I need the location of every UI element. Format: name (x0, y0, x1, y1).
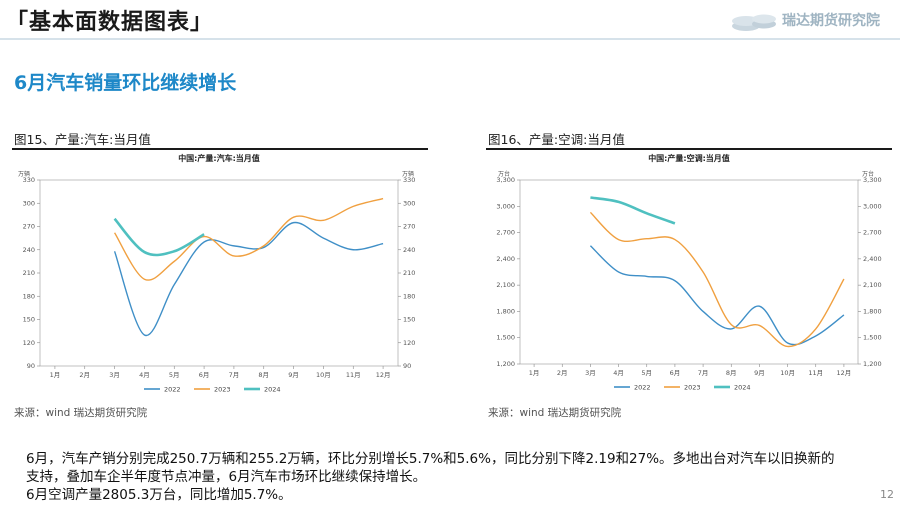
chart1-xtick-label: 3月 (109, 371, 120, 379)
company-logo-icon (732, 14, 776, 31)
summary-line-3: 6月空调产量2805.3万台，同比增加5.7%。 (26, 487, 292, 503)
chart1-ytick-label: 240 (23, 246, 35, 254)
chart1-y2tick-label: 270 (403, 223, 415, 231)
chart1-xtick-label: 7月 (229, 371, 240, 379)
page-header-title: 「基本面数据图表」 (6, 10, 214, 35)
chart2-plot-frame (519, 179, 859, 365)
chart2-y2tick-label: 1,800 (863, 307, 882, 315)
chart2-legend-label-2024: 2024 (734, 384, 751, 392)
chart2-y-unit: 万台 (498, 170, 510, 178)
figure-16-label: 图16、产量:空调:当月值 (488, 132, 625, 147)
chart2-legend-label-2023: 2023 (684, 384, 701, 392)
summary-line-1: 6月，汽车产销分别完成250.7万辆和255.2万辆，环比分别增长5.7%和5.… (26, 451, 835, 467)
chart1-ytick-label: 180 (23, 292, 35, 300)
chart1-xtick-label: 10月 (316, 371, 331, 379)
chart2-ytick-label: 1,200 (496, 360, 515, 368)
chart1-y2tick-label: 150 (403, 316, 415, 324)
chart2-xtick-label: 10月 (780, 369, 795, 377)
chart2-xtick-label: 1月 (529, 369, 540, 377)
summary-line-2: 支持，叠加车企半年度节点冲量，6月汽车市场环比继续保持增长。 (26, 469, 427, 485)
chart1-title: 中国:产量:汽车:当月值 (178, 153, 260, 163)
chart2-xtick-label: 2月 (557, 369, 568, 377)
chart1-legend-label-2023: 2023 (214, 386, 231, 394)
chart1-legend-label-2022: 2022 (164, 386, 181, 394)
chart2-ytick-label: 3,000 (496, 202, 515, 210)
chart2-xtick-label: 11月 (808, 369, 823, 377)
chart1-xtick-label: 6月 (199, 371, 210, 379)
chart2-y2tick-label: 3,300 (863, 176, 882, 184)
chart1-xtick-label: 8月 (258, 371, 269, 379)
chart1-series-2024-line (113, 217, 205, 257)
figure-15-source: 来源：wind 瑞达期货研究院 (14, 407, 148, 419)
figure-15-rule (12, 148, 428, 150)
chart1-xtick-label: 1月 (50, 371, 61, 379)
chart2-xtick-label: 7月 (698, 369, 709, 377)
chart2-ytick-label: 2,700 (496, 229, 515, 237)
chart1-ytick-label: 90 (27, 362, 35, 370)
chart1-series-2023-line (113, 197, 384, 281)
chart1-y-unit: 万辆 (18, 170, 30, 178)
chart1-y2-unit: 万辆 (402, 170, 414, 178)
chart2-xtick-label: 4月 (613, 369, 624, 377)
chart2-xtick-label: 8月 (726, 369, 737, 377)
chart2-y2tick-label: 3,000 (863, 202, 882, 210)
chart1-xtick-label: 9月 (288, 371, 299, 379)
chart1-y2tick-label: 240 (403, 246, 415, 254)
chart1-ytick-label: 300 (23, 199, 35, 207)
figure-16-source: 来源：wind 瑞达期货研究院 (488, 407, 622, 419)
chart2-series-2022-line (589, 245, 845, 346)
chart2-y2tick-label: 1,200 (863, 360, 882, 368)
figure-16-rule (486, 148, 892, 150)
chart1-y2tick-label: 330 (403, 176, 415, 184)
chart1-ytick-label: 330 (23, 176, 35, 184)
chart1-ytick-label: 150 (23, 316, 35, 324)
chart2-ytick-label: 2,400 (496, 255, 515, 263)
chart2-ytick-label: 1,800 (496, 307, 515, 315)
chart2-series-2023-line (589, 211, 845, 348)
chart1-ytick-label: 120 (23, 339, 35, 347)
chart1-series-2022-line (113, 221, 384, 336)
chart1-xtick-label: 5月 (169, 371, 180, 379)
chart2-legend-label-2022: 2022 (634, 384, 651, 392)
chart2-y2tick-label: 2,400 (863, 255, 882, 263)
chart2-y2tick-label: 2,700 (863, 229, 882, 237)
chart1-y2tick-label: 180 (403, 292, 415, 300)
chart1-ytick-label: 270 (23, 223, 35, 231)
chart2-xtick-label: 6月 (670, 369, 681, 377)
chart2-ytick-label: 1,500 (496, 334, 515, 342)
figure-15-label: 图15、产量:汽车:当月值 (14, 132, 151, 147)
chart1-ytick-label: 210 (23, 269, 35, 277)
chart2-title: 中国:产量:空调:当月值 (648, 153, 730, 163)
chart2-xtick-label: 5月 (641, 369, 652, 377)
chart2-xtick-label: 12月 (837, 369, 852, 377)
chart2-xtick-label: 3月 (585, 369, 596, 377)
chart1-y2tick-label: 300 (403, 199, 415, 207)
summary-paragraph: 6月，汽车产销分别完成250.7万辆和255.2万辆，环比分别增长5.7%和5.… (26, 450, 886, 504)
chart2-y2tick-label: 2,100 (863, 281, 882, 289)
header-divider (0, 38, 900, 40)
chart1-xtick-label: 11月 (346, 371, 361, 379)
chart2-y2tick-label: 1,500 (863, 334, 882, 342)
chart1-y2tick-label: 90 (403, 362, 411, 370)
chart1-xtick-label: 4月 (139, 371, 150, 379)
chart1-y2tick-label: 120 (403, 339, 415, 347)
chart1-y2tick-label: 210 (403, 269, 415, 277)
chart1-xtick-label: 2月 (79, 371, 90, 379)
chart1-plot-frame (39, 179, 399, 367)
chart1-legend-label-2024: 2024 (264, 386, 281, 394)
chart2-ytick-label: 2,100 (496, 281, 515, 289)
section-subtitle: 6月汽车销量环比继续增长 (14, 72, 237, 94)
chart2-ytick-label: 3,300 (496, 176, 515, 184)
chart2-xtick-label: 9月 (754, 369, 765, 377)
page-number: 12 (880, 488, 894, 501)
chart1-xtick-label: 12月 (376, 371, 391, 379)
chart2-series-2024-line (590, 196, 676, 225)
chart2-y2-unit: 万台 (862, 170, 874, 178)
company-logo-text: 瑞达期货研究院 (782, 13, 880, 29)
